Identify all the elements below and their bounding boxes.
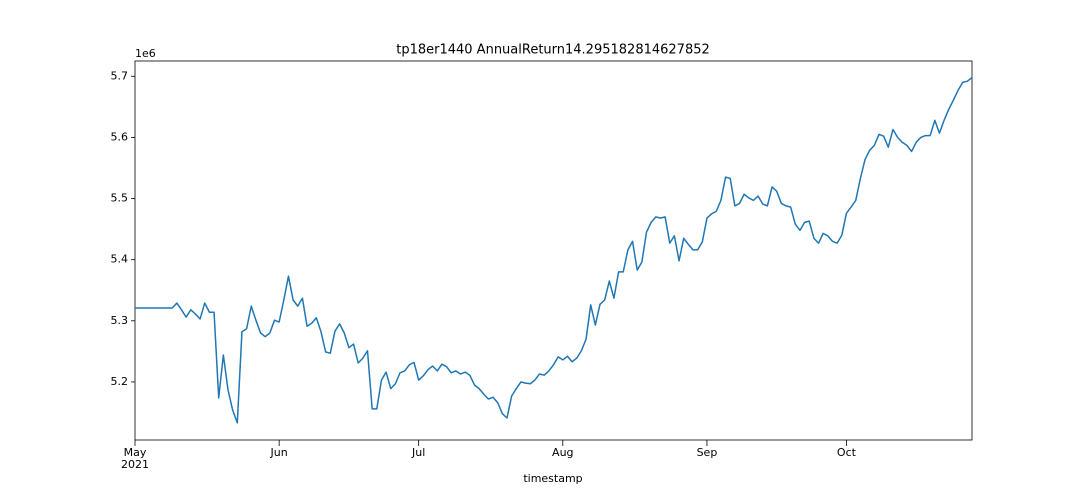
x-axis-label: timestamp [523, 472, 582, 485]
x-tick-label: Sep [697, 446, 718, 459]
x-tick-label: May [124, 446, 147, 459]
x-tick-sublabel: 2021 [121, 458, 149, 471]
x-tick-label: Jul [411, 446, 425, 459]
y-tick-label: 5.5 [111, 192, 129, 205]
x-tick-label: Oct [837, 446, 857, 459]
y-tick-label: 5.3 [111, 314, 129, 327]
y-tick-label: 5.2 [111, 375, 129, 388]
plot-frame [134, 60, 973, 441]
x-tick-label: Aug [552, 446, 573, 459]
y-tick-label: 5.6 [111, 130, 129, 143]
x-tick-label: Jun [270, 446, 288, 459]
chart-title: tp18er1440 AnnualReturn14.29518281462785… [396, 43, 710, 58]
line-series [135, 76, 973, 424]
y-tick-label: 5.4 [111, 253, 129, 266]
y-tick-label: 5.7 [111, 69, 129, 82]
y-offset-label: 1e6 [135, 47, 156, 60]
